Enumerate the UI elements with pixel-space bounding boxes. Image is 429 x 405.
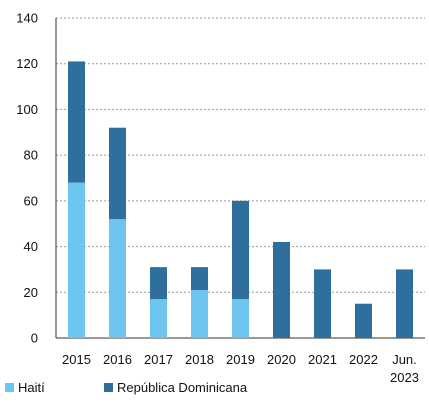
y-tick-label: 120: [16, 56, 38, 71]
y-tick-label: 0: [31, 331, 38, 346]
bar-haiti-4: [232, 299, 249, 338]
legend-swatch-haiti: [5, 383, 14, 392]
x-tick-label: 2017: [144, 352, 173, 367]
x-tick-label: 2020: [267, 352, 296, 367]
bar-republica-dominicana-4: [232, 200, 249, 300]
x-tick-label: 2023: [390, 370, 419, 385]
bar-republica-dominicana-6: [314, 269, 331, 338]
bar-haiti-0: [68, 182, 85, 338]
y-tick-label: 20: [24, 285, 38, 300]
x-axis: 2015 2016 2017 2018 2019 2020 2021 2022 Jun. 2023: [62, 352, 419, 385]
bar-haiti-2: [150, 299, 167, 338]
y-tick-label: 100: [16, 102, 38, 117]
y-tick-label: 140: [16, 11, 38, 26]
bar-haiti-1: [109, 219, 126, 338]
legend-label-republica-dominicana: República Dominicana: [117, 380, 248, 395]
bar-republica-dominicana-7: [355, 303, 372, 338]
bars: [68, 61, 413, 338]
y-tick-label: 80: [24, 148, 38, 163]
bar-republica-dominicana-2: [150, 267, 167, 300]
bar-republica-dominicana-1: [109, 127, 126, 220]
x-tick-label: 2016: [103, 352, 132, 367]
bar-republica-dominicana-8: [396, 269, 413, 338]
legend-label-haiti: Haití: [18, 380, 45, 395]
x-tick-label: Jun.: [392, 352, 417, 367]
legend-swatch-republica-dominicana: [104, 383, 113, 392]
bar-republica-dominicana-5: [273, 242, 290, 338]
x-tick-label: 2015: [62, 352, 91, 367]
bar-republica-dominicana-0: [68, 61, 85, 183]
x-tick-label: 2018: [185, 352, 214, 367]
x-tick-label: 2019: [226, 352, 255, 367]
y-tick-label: 60: [24, 193, 38, 208]
legend: Haití República Dominicana: [5, 380, 248, 395]
x-tick-label: 2022: [349, 352, 378, 367]
x-tick-label: 2021: [308, 352, 337, 367]
y-tick-label: 40: [24, 239, 38, 254]
bar-haiti-3: [191, 290, 208, 338]
bar-republica-dominicana-3: [191, 267, 208, 290]
